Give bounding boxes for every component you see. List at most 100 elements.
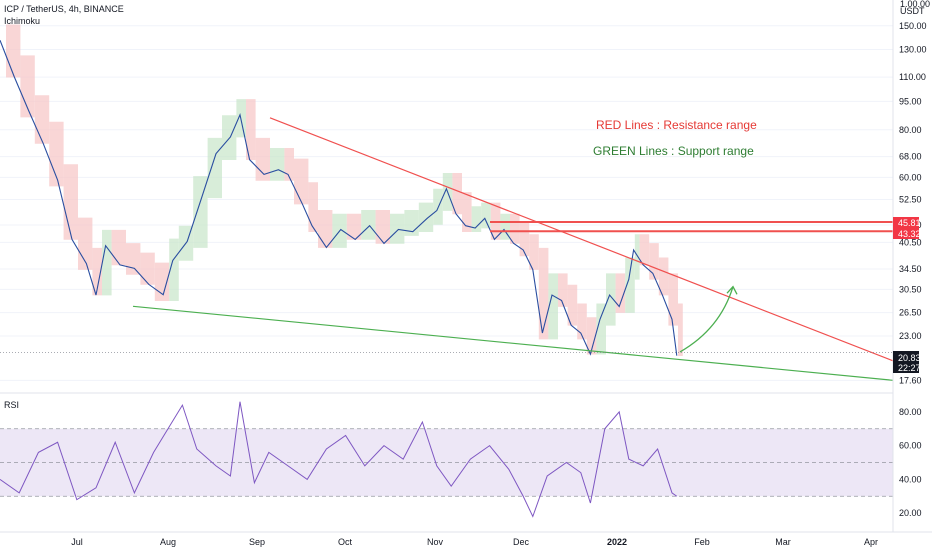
badge-r1-bg — [893, 217, 919, 228]
price-tick: 23.00 — [899, 331, 922, 341]
rsi-panel: 80.00 60.00 40.00 20.00 — [0, 401, 922, 518]
cloud-segment — [140, 252, 155, 285]
cloud-segment — [634, 234, 640, 280]
cloud-segment — [649, 243, 659, 280]
cloud-segment — [615, 273, 626, 313]
cloud-segment — [678, 303, 683, 357]
currency-top: 1.00.00 — [900, 0, 930, 9]
cloud-segment — [577, 303, 587, 340]
badge-price: 20.83 — [898, 353, 921, 363]
cloud-segment — [246, 99, 256, 161]
indicator-label: Ichimoku — [4, 16, 40, 26]
cloud-segment — [308, 182, 318, 233]
cloud-segment — [63, 164, 78, 240]
badge-price-bg — [893, 351, 919, 373]
cloud-segment — [207, 137, 222, 199]
cloud-segment — [471, 206, 482, 233]
cloud-segment — [126, 243, 141, 275]
projection-arrow — [679, 286, 734, 353]
badge-r1: 45.81 — [898, 218, 921, 228]
cloud-segment — [538, 247, 549, 340]
support-annotation: GREEN Lines : Support range — [593, 144, 754, 158]
price-axis: 150.00 130.00 110.00 95.00 80.00 68.00 60.00 52… — [899, 21, 927, 386]
cloud-segment — [284, 147, 294, 181]
price-tick: 30.50 — [899, 284, 922, 294]
cloud-segment — [558, 273, 568, 307]
cloud-segment — [390, 213, 405, 244]
trend-lines — [0, 117, 894, 381]
time-axis: Jul Aug Sep Oct Nov Dec 2022 Feb Mar Apr — [71, 537, 878, 547]
cloud-segment — [375, 209, 390, 244]
rsi-tick: 60.00 — [899, 441, 922, 451]
cloud-segment — [270, 147, 285, 181]
cloud-segment — [625, 257, 635, 313]
time-tick: Nov — [427, 537, 444, 547]
time-tick: Dec — [513, 537, 530, 547]
cloud-segment — [452, 173, 462, 215]
rsi-tick: 20.00 — [899, 508, 922, 518]
cloud-segment — [361, 209, 376, 240]
rsi-label: RSI — [4, 400, 19, 410]
cloud-segment — [318, 209, 333, 248]
cloud-segment — [92, 247, 102, 296]
badge-r2: 43.32 — [898, 229, 921, 239]
price-tick: 80.00 — [899, 125, 922, 135]
cloud-segment — [346, 213, 362, 240]
cloud-segment — [529, 234, 539, 270]
currency-label: USDT — [900, 6, 925, 16]
time-tick: Apr — [864, 537, 878, 547]
price-tick: 110.00 — [899, 72, 926, 82]
time-tick: Aug — [160, 537, 176, 547]
cloud-segment — [668, 273, 678, 326]
price-tick: 52.50 — [899, 194, 922, 204]
cloud-segment — [102, 229, 112, 296]
price-line — [0, 40, 678, 356]
price-tick: 150.00 — [899, 21, 927, 31]
cloud-segment — [169, 238, 179, 302]
cloud-segment — [567, 284, 578, 326]
cloud-segment — [193, 176, 208, 248]
price-tick: 40.50 — [899, 237, 922, 247]
badge-timer: 22:27 — [898, 363, 921, 373]
arrow-head-icon — [726, 285, 738, 295]
rsi-line — [0, 401, 678, 518]
resistance-annotation: RED Lines : Resistance range — [596, 118, 757, 132]
cloud-segment — [658, 257, 669, 296]
price-tick: 26.50 — [899, 308, 922, 318]
time-tick: Jul — [71, 537, 83, 547]
price-tick: 17.60 — [899, 375, 922, 385]
time-tick: Feb — [694, 537, 710, 547]
price-tick: 68.00 — [899, 152, 922, 162]
cloud-segment — [606, 273, 616, 326]
time-tick: Mar — [775, 537, 791, 547]
time-tick: Oct — [338, 537, 353, 547]
symbol-title: ICP / TetherUS, 4h, BINANCE — [4, 4, 124, 14]
rsi-tick: 80.00 — [899, 407, 922, 417]
time-tick: Sep — [249, 537, 265, 547]
cloud-segment — [586, 317, 597, 355]
cloud-segment — [294, 158, 309, 205]
cloud-segment — [418, 202, 434, 233]
price-tick: 60.00 — [899, 172, 922, 182]
cloud-segment — [500, 213, 510, 240]
price-badges: 45.81 43.32 20.83 22:27 — [893, 217, 921, 373]
badge-r2-bg — [893, 228, 919, 239]
cloud-segment — [639, 234, 650, 266]
support-trendline — [132, 305, 894, 381]
price-tick: 34.50 — [899, 264, 922, 274]
cloud-segment — [20, 55, 35, 118]
cloud-segment — [49, 121, 64, 187]
price-tick: 130.00 — [899, 44, 927, 54]
cloud-segment — [34, 95, 50, 144]
cloud-segment — [510, 213, 520, 244]
cloud-segment — [78, 217, 93, 270]
price-series — [0, 40, 678, 356]
cloud-segment — [462, 192, 472, 233]
cloud-segment — [548, 273, 558, 340]
price-tick: 95.00 — [899, 96, 922, 106]
cloud-segment — [255, 137, 270, 181]
cloud-segment — [519, 221, 530, 257]
cloud-segment — [596, 303, 606, 355]
cloud-segment — [111, 229, 126, 266]
